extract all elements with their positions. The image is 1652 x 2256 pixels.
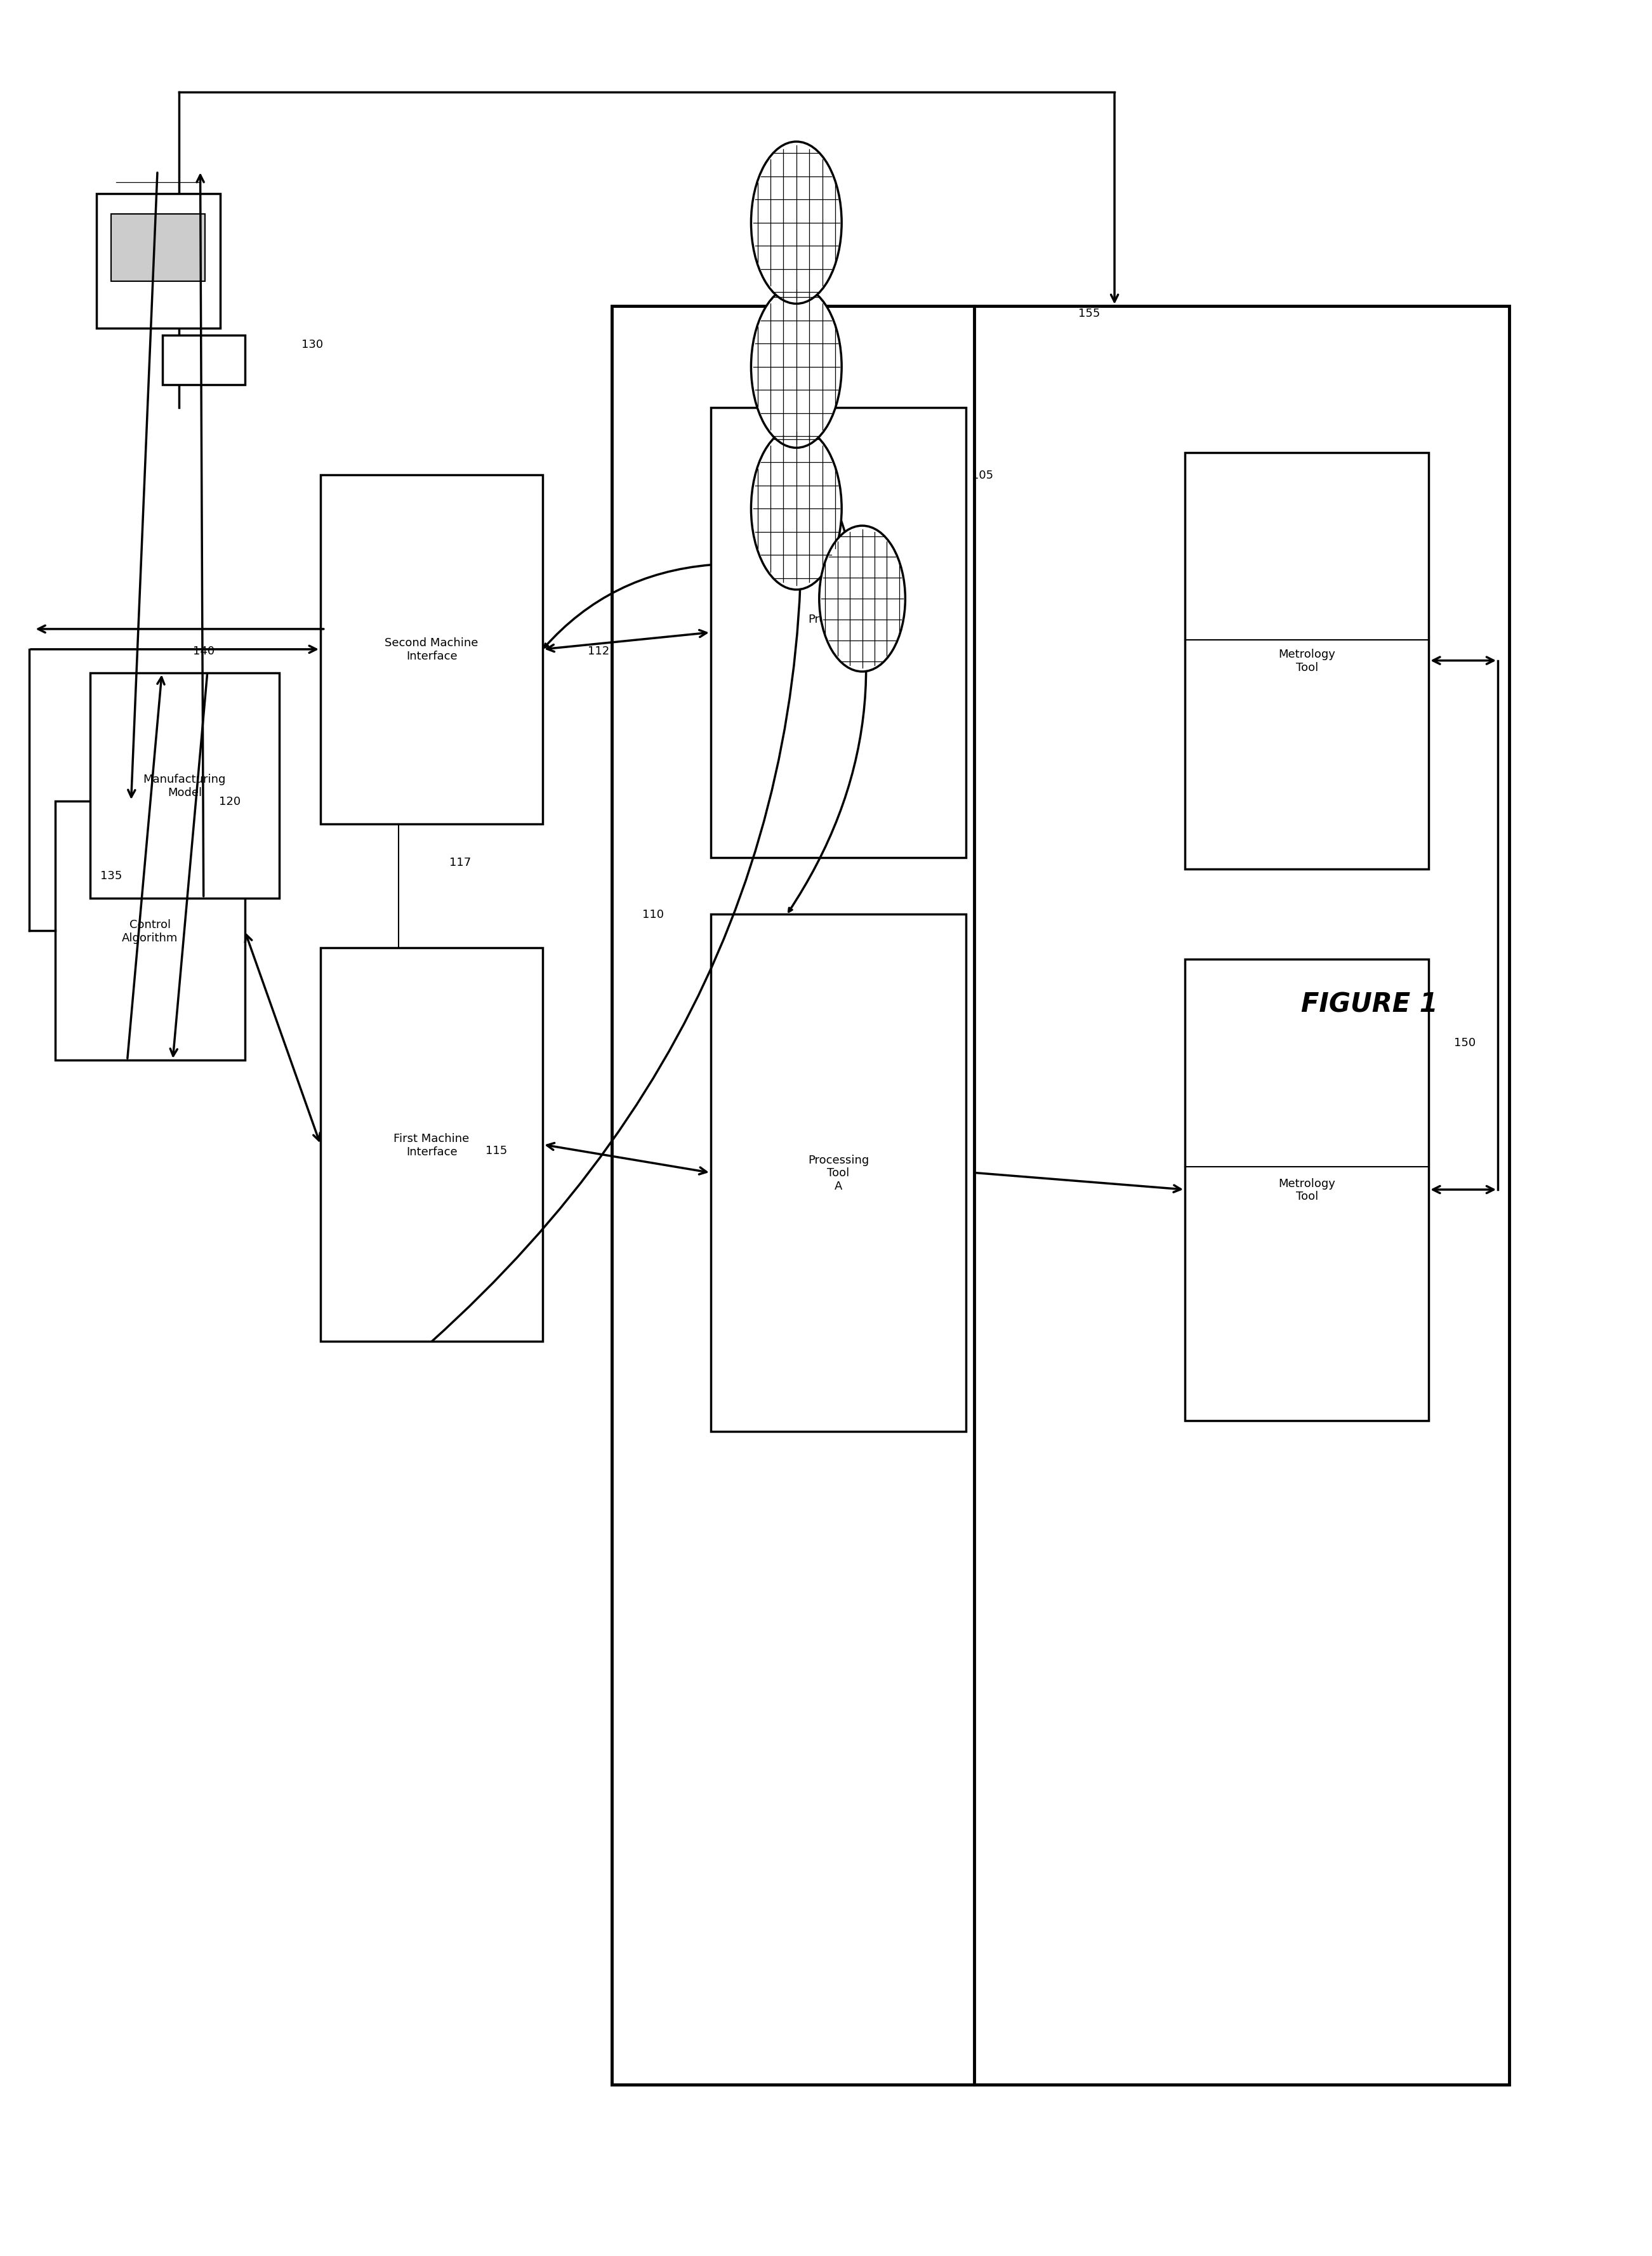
FancyBboxPatch shape [611, 307, 1510, 2085]
Text: 117: 117 [449, 857, 471, 869]
Text: Control
Algorithm: Control Algorithm [122, 918, 178, 943]
Text: 115: 115 [486, 1144, 507, 1157]
Text: Metrology
Tool: Metrology Tool [1279, 650, 1335, 672]
Text: 112: 112 [588, 645, 610, 656]
Text: Second Machine
Interface: Second Machine Interface [385, 638, 479, 661]
Ellipse shape [752, 142, 841, 305]
FancyBboxPatch shape [96, 194, 220, 329]
FancyBboxPatch shape [710, 408, 966, 857]
Text: 140: 140 [193, 645, 215, 656]
FancyBboxPatch shape [111, 214, 205, 282]
FancyBboxPatch shape [89, 672, 279, 898]
Text: Manufacturing
Model: Manufacturing Model [144, 774, 226, 799]
Text: Processing
Tool
B: Processing Tool B [808, 614, 869, 652]
Text: First Machine
Interface: First Machine Interface [393, 1133, 469, 1157]
Text: 150: 150 [1454, 1038, 1475, 1049]
Text: Metrology
Tool: Metrology Tool [1279, 1178, 1335, 1202]
Text: 105: 105 [971, 469, 993, 481]
Text: 155: 155 [1079, 307, 1100, 318]
Text: 135: 135 [101, 871, 122, 882]
FancyBboxPatch shape [320, 476, 544, 823]
Text: FIGURE 1: FIGURE 1 [1302, 990, 1437, 1017]
Text: 130: 130 [301, 338, 324, 350]
Text: Processing
Tool
A: Processing Tool A [808, 1155, 869, 1191]
FancyBboxPatch shape [162, 336, 244, 386]
FancyBboxPatch shape [55, 801, 244, 1060]
FancyBboxPatch shape [710, 914, 966, 1433]
Text: 120: 120 [220, 796, 241, 808]
Text: 110: 110 [643, 909, 664, 920]
FancyBboxPatch shape [320, 948, 544, 1342]
FancyBboxPatch shape [1184, 453, 1429, 869]
Ellipse shape [819, 526, 905, 672]
FancyBboxPatch shape [1184, 959, 1429, 1421]
Ellipse shape [752, 429, 841, 591]
Ellipse shape [752, 287, 841, 449]
